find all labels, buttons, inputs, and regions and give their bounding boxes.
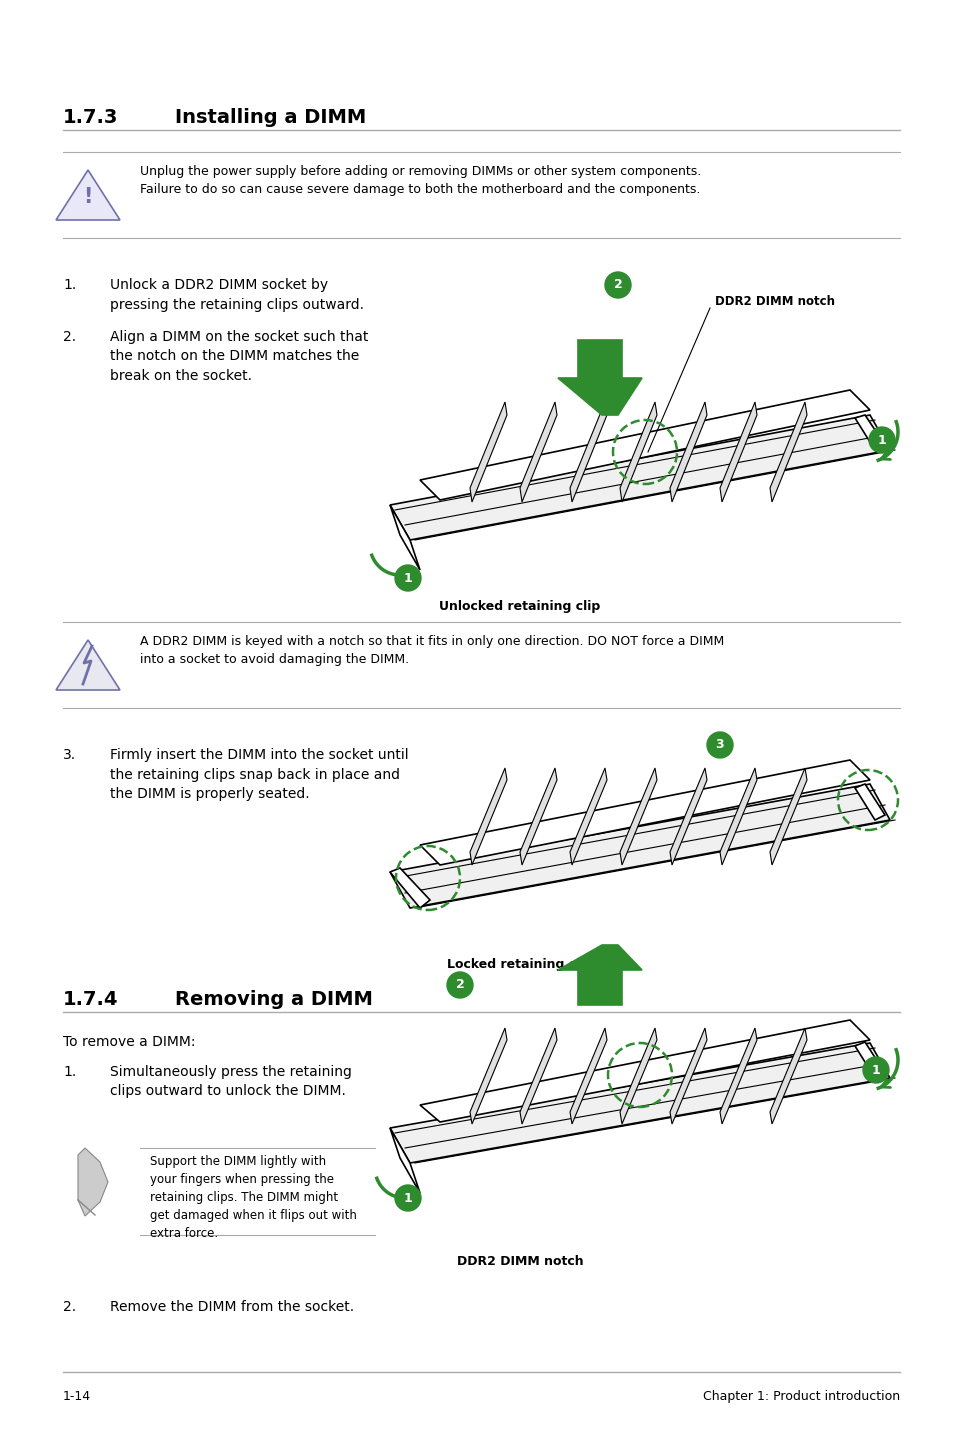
Text: Firmly insert the DIMM into the socket until
the retaining clips snap back in pl: Firmly insert the DIMM into the socket u… — [110, 748, 408, 801]
Text: 1: 1 — [403, 1192, 412, 1205]
Text: 1.: 1. — [63, 278, 76, 292]
Text: Chapter 1: Product introduction: Chapter 1: Product introduction — [702, 1391, 899, 1403]
Circle shape — [395, 565, 420, 591]
Text: 3: 3 — [715, 739, 723, 752]
Text: 2: 2 — [613, 279, 621, 292]
Polygon shape — [854, 784, 884, 820]
Polygon shape — [519, 768, 557, 866]
Circle shape — [862, 1057, 888, 1083]
Text: !: ! — [83, 187, 92, 207]
Polygon shape — [769, 768, 806, 866]
Polygon shape — [720, 768, 757, 866]
Polygon shape — [470, 1028, 506, 1125]
Polygon shape — [56, 640, 120, 690]
Polygon shape — [854, 1043, 884, 1078]
Polygon shape — [519, 1028, 557, 1125]
Circle shape — [706, 732, 732, 758]
Polygon shape — [569, 403, 606, 502]
Polygon shape — [669, 768, 706, 866]
Text: DDR2 DIMM notch: DDR2 DIMM notch — [714, 295, 834, 308]
Polygon shape — [619, 403, 657, 502]
Text: 1.7.4: 1.7.4 — [63, 989, 118, 1009]
Polygon shape — [569, 768, 606, 866]
Polygon shape — [619, 1028, 657, 1125]
Text: Removing a DIMM: Removing a DIMM — [174, 989, 373, 1009]
Circle shape — [604, 272, 630, 298]
Text: 3.: 3. — [63, 748, 76, 762]
Polygon shape — [390, 416, 889, 541]
Polygon shape — [470, 768, 506, 866]
Polygon shape — [390, 1043, 889, 1163]
Text: 1.: 1. — [63, 1066, 76, 1078]
Text: 2.: 2. — [63, 1300, 76, 1314]
Text: Support the DIMM lightly with
your fingers when pressing the
retaining clips. Th: Support the DIMM lightly with your finge… — [150, 1155, 356, 1240]
Polygon shape — [619, 768, 657, 866]
Circle shape — [868, 427, 894, 453]
Polygon shape — [390, 869, 430, 907]
Polygon shape — [419, 390, 869, 500]
Polygon shape — [769, 1028, 806, 1125]
Polygon shape — [720, 403, 757, 502]
Text: Simultaneously press the retaining
clips outward to unlock the DIMM.: Simultaneously press the retaining clips… — [110, 1066, 352, 1099]
Text: Locked retaining clip: Locked retaining clip — [446, 958, 593, 971]
Polygon shape — [419, 1020, 869, 1122]
Text: 1: 1 — [871, 1064, 880, 1077]
Text: A DDR2 DIMM is keyed with a notch so that it fits in only one direction. DO NOT : A DDR2 DIMM is keyed with a notch so tha… — [140, 636, 723, 666]
Polygon shape — [78, 1148, 108, 1217]
Polygon shape — [558, 945, 641, 971]
Polygon shape — [390, 1127, 419, 1194]
Text: 2.: 2. — [63, 329, 76, 344]
Polygon shape — [390, 505, 419, 569]
Text: 1.7.3: 1.7.3 — [63, 108, 118, 127]
Text: Installing a DIMM: Installing a DIMM — [174, 108, 366, 127]
Text: 1: 1 — [877, 433, 885, 447]
Polygon shape — [390, 784, 889, 907]
Polygon shape — [578, 339, 621, 378]
Text: Remove the DIMM from the socket.: Remove the DIMM from the socket. — [110, 1300, 354, 1314]
Polygon shape — [519, 403, 557, 502]
Circle shape — [447, 972, 473, 998]
Polygon shape — [669, 1028, 706, 1125]
Text: Unlock a DDR2 DIMM socket by
pressing the retaining clips outward.: Unlock a DDR2 DIMM socket by pressing th… — [110, 278, 364, 312]
Text: Unplug the power supply before adding or removing DIMMs or other system componen: Unplug the power supply before adding or… — [140, 165, 700, 196]
Text: 1: 1 — [403, 571, 412, 584]
Text: To remove a DIMM:: To remove a DIMM: — [63, 1035, 195, 1048]
Text: 2: 2 — [456, 978, 464, 991]
Polygon shape — [769, 403, 806, 502]
Text: Unlocked retaining clip: Unlocked retaining clip — [439, 600, 600, 613]
Polygon shape — [669, 403, 706, 502]
Circle shape — [395, 1185, 420, 1211]
Polygon shape — [569, 1028, 606, 1125]
Polygon shape — [56, 170, 120, 220]
Polygon shape — [720, 1028, 757, 1125]
Text: DDR2 DIMM notch: DDR2 DIMM notch — [456, 1255, 582, 1268]
Polygon shape — [578, 971, 621, 1005]
Polygon shape — [558, 378, 641, 416]
Text: Align a DIMM on the socket such that
the notch on the DIMM matches the
break on : Align a DIMM on the socket such that the… — [110, 329, 368, 383]
Text: 1-14: 1-14 — [63, 1391, 91, 1403]
Polygon shape — [470, 403, 506, 502]
Polygon shape — [419, 761, 869, 866]
Polygon shape — [854, 416, 884, 450]
